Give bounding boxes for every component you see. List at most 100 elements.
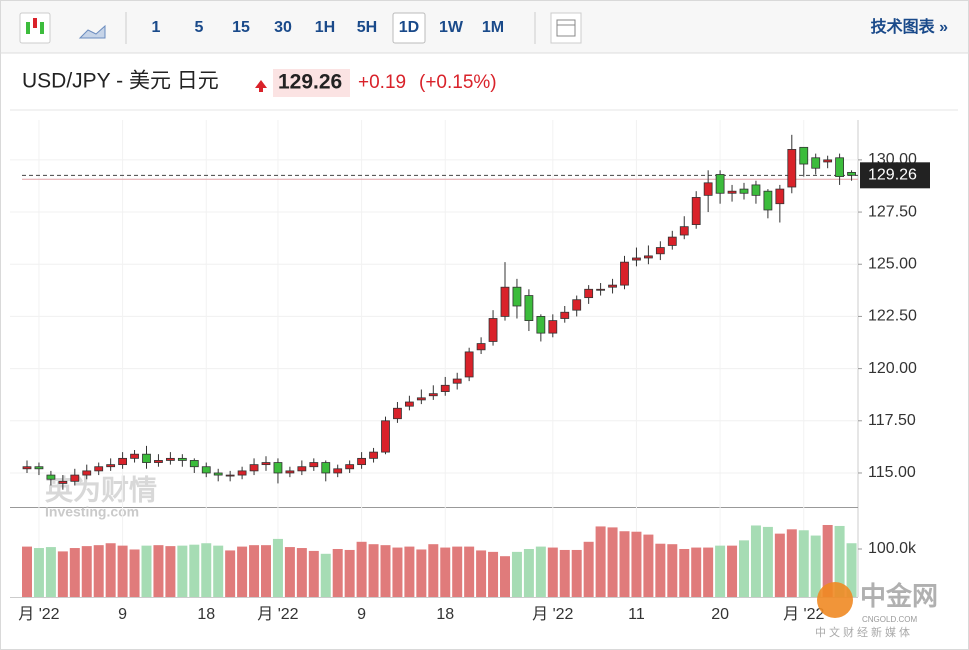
candle-body	[727, 190, 737, 194]
toolbar-bg	[1, 1, 968, 53]
watermark-site: Investing.com	[45, 504, 139, 520]
interval-button[interactable]: 15	[232, 19, 250, 36]
interval-button[interactable]: 5H	[357, 19, 377, 36]
volume-bar	[129, 549, 140, 597]
volume-bar	[822, 524, 833, 597]
volume-bar	[727, 545, 738, 597]
interval-button[interactable]: 30	[274, 19, 292, 36]
volume-bar	[93, 545, 104, 597]
candle-body	[835, 157, 844, 177]
interval-button[interactable]: 1M	[482, 19, 504, 36]
candle-body	[393, 407, 402, 420]
volume-bar	[225, 550, 236, 597]
y-tick-label: 117.50	[868, 412, 916, 429]
interval-button[interactable]: 1	[152, 19, 161, 36]
y-tick-label: 122.50	[868, 308, 917, 325]
volume-bar	[583, 541, 594, 597]
candle-body	[46, 474, 56, 480]
y-tick-label: 115.00	[868, 464, 916, 481]
vol-tick-label: 100.0k	[868, 540, 917, 557]
volume-bar	[655, 543, 666, 597]
candle-body	[811, 157, 821, 169]
x-tick-label: 18	[436, 606, 454, 623]
volume-bar	[774, 533, 785, 597]
candle-body	[703, 182, 713, 196]
volume-bar	[284, 547, 295, 597]
candle-body	[655, 247, 665, 255]
volume-bar	[750, 525, 761, 597]
candle-body	[225, 474, 235, 477]
technical-chart-link[interactable]: 技术图表 »	[871, 17, 948, 36]
up-arrow	[255, 80, 267, 92]
volume-bar	[476, 550, 487, 597]
candle-body	[189, 460, 199, 468]
candle-body	[177, 457, 187, 461]
candle-body	[763, 190, 773, 211]
volume-bar	[739, 540, 749, 597]
volume-bar	[249, 545, 260, 597]
interval-button[interactable]: 1H	[315, 19, 335, 36]
candle-body	[739, 188, 749, 194]
candle-icon[interactable]	[19, 12, 51, 44]
candle-body	[452, 378, 462, 384]
change: +0.19	[358, 72, 406, 93]
volume-bar	[488, 551, 499, 597]
volume-bar	[308, 550, 319, 597]
x-tick-label: 月 '22	[532, 606, 573, 623]
volume-bar	[511, 551, 522, 597]
candle-body	[261, 462, 271, 466]
y-tick-label: 120.00	[868, 360, 917, 377]
logo-name: 中金网	[860, 581, 938, 611]
volume-bar	[607, 527, 618, 597]
x-tick-label: 9	[118, 606, 127, 623]
volume-bar	[667, 544, 678, 597]
candle-body	[823, 159, 833, 163]
candle-body	[369, 451, 378, 459]
volume-bar	[798, 530, 809, 597]
candle-body	[416, 397, 426, 401]
candle-body	[667, 236, 677, 246]
volume-bar	[344, 549, 355, 597]
candle-body	[297, 466, 307, 472]
layout-icon[interactable]	[550, 12, 582, 44]
x-tick-label: 月 '22	[783, 606, 824, 623]
candle-body	[94, 466, 104, 472]
volume-bar	[272, 538, 283, 597]
volume-bar	[105, 543, 116, 597]
volume-bar	[177, 545, 188, 597]
candle-body	[632, 257, 641, 261]
candle-body	[345, 464, 355, 470]
volume-bar	[547, 547, 558, 597]
x-tick-label: 月 '22	[18, 606, 59, 623]
volume-bar	[296, 548, 307, 597]
volume-bar	[703, 547, 714, 597]
candle-body	[273, 462, 283, 474]
area-icon[interactable]	[78, 24, 106, 39]
candle-body	[536, 316, 546, 334]
candle-body	[70, 474, 80, 482]
volume-bar	[452, 546, 463, 597]
volume-bar	[117, 545, 128, 597]
candle-body	[201, 466, 211, 474]
candle-body	[488, 318, 498, 342]
interval-button[interactable]: 5	[195, 19, 204, 36]
candle-body	[440, 384, 450, 392]
candle-body	[608, 284, 617, 288]
volume-bar	[571, 549, 582, 597]
volume-bar	[679, 548, 690, 597]
candle-body	[22, 466, 32, 470]
candle-body	[82, 470, 92, 476]
candle-body	[524, 295, 534, 321]
candle-body	[118, 457, 127, 466]
volume-bar	[846, 543, 857, 597]
price-bg	[273, 69, 350, 97]
volume-bar	[691, 547, 702, 597]
volume-bar	[416, 549, 427, 597]
candle-body	[715, 174, 725, 194]
x-tick-label: 11	[628, 606, 645, 623]
interval-button[interactable]: 1D	[399, 19, 419, 36]
candle-body	[512, 286, 522, 307]
candle-body	[847, 171, 856, 176]
interval-button[interactable]: 1W	[439, 19, 464, 36]
